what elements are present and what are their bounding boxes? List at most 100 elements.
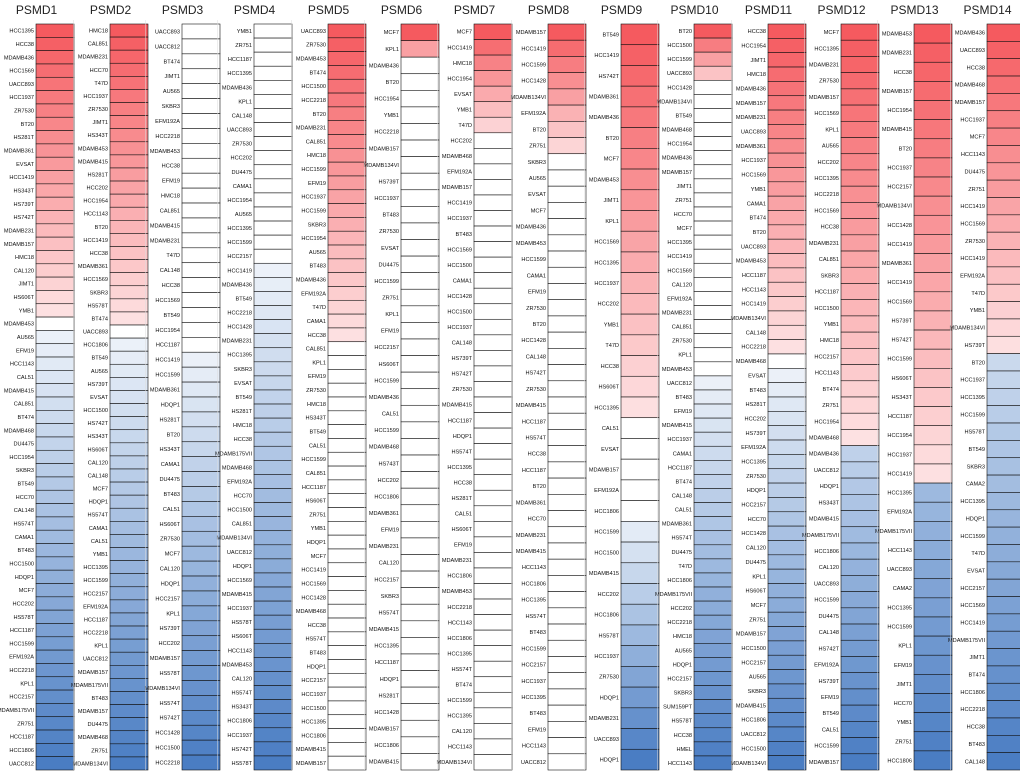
cell-line-label: BT20 xyxy=(679,29,692,35)
cell-line-label: MDAMB436 xyxy=(736,87,766,93)
heatmap-cell xyxy=(986,318,1020,337)
cell-line-label: HCC1428 xyxy=(227,325,252,331)
cell-line-label: MDAMB157 xyxy=(78,670,108,676)
cell-line-label: HCC1187 xyxy=(302,485,326,491)
cell-line-label: HCC1419 xyxy=(447,201,472,207)
heatmap-column: PSMD12 MCF7 HCC1395 MDAMB231 ZR7530 MDAMB157 H… xyxy=(802,3,880,771)
cell-line-label: SKBR3 xyxy=(528,160,546,166)
cell-line-label: HS281T xyxy=(451,496,472,502)
heatmap-cell xyxy=(400,338,440,356)
heatmap-cell xyxy=(767,597,807,613)
cell-line-label: HCC202 xyxy=(13,601,34,607)
heatmap-cell xyxy=(400,23,440,41)
heatmap-cell xyxy=(473,256,513,273)
cell-line-label: EFM192A xyxy=(9,655,34,661)
heatmap-cell xyxy=(913,406,953,426)
cell-line-label: HCC1419 xyxy=(960,204,985,210)
cell-line-label: HCC1937 xyxy=(9,95,34,101)
heatmap-cell xyxy=(986,717,1020,736)
cell-line-label: HCC2218 xyxy=(960,707,985,713)
cell-line-label: HCC1419 xyxy=(447,45,472,51)
cell-line-label: ZR751 xyxy=(91,748,108,754)
cell-line-label: HMEL xyxy=(676,747,692,753)
cell-line-label: HCC2157 xyxy=(814,354,839,360)
cell-line-label: HCC38 xyxy=(748,29,766,35)
heatmap-cell xyxy=(913,61,953,82)
cell-line-label: HCC1395 xyxy=(447,651,472,657)
cell-line-label: HCC1428 xyxy=(521,338,546,344)
cell-line-label: HS578T xyxy=(671,719,692,725)
heatmap-cell xyxy=(840,412,880,430)
cell-line-label: HCC1569 xyxy=(887,299,912,305)
cell-line-label: HCC2218 xyxy=(301,98,326,104)
heatmap-cell xyxy=(109,586,149,601)
heatmap-cell xyxy=(693,262,733,278)
cell-line-label: HCC1599 xyxy=(301,457,326,463)
heatmap-cell xyxy=(181,381,221,398)
heatmap-cell xyxy=(913,387,953,407)
heatmap-cell xyxy=(35,236,75,251)
cell-line-label: EVSAT xyxy=(967,568,986,574)
cell-line-label: YMB1 xyxy=(751,187,766,193)
cell-line-label: BT483 xyxy=(92,696,108,702)
cell-line-label: CAL51 xyxy=(822,727,839,733)
cell-line-label: HCC1569 xyxy=(960,603,985,609)
heatmap-cell xyxy=(327,313,367,329)
heatmap-cell xyxy=(253,192,293,208)
heatmap-cell xyxy=(253,460,293,475)
cell-line-label: EFM19 xyxy=(821,695,839,701)
cell-line-label: MDAMB415 xyxy=(442,403,472,409)
heatmap-cell xyxy=(473,381,513,398)
column-title: PSMD4 xyxy=(234,3,276,17)
heatmap-cell xyxy=(181,680,221,696)
cell-line-label: HCC1187 xyxy=(84,617,108,623)
heatmap-cell xyxy=(767,425,807,441)
heatmap-cell xyxy=(109,416,149,431)
heatmap-cell xyxy=(620,148,660,170)
heatmap-cell xyxy=(327,755,367,771)
cell-line-label: ZR7530 xyxy=(306,388,326,394)
cell-line-label: CAL851 xyxy=(819,257,839,263)
heatmap-cell xyxy=(986,561,1020,580)
heatmap-cell xyxy=(473,412,513,429)
heatmap-cell xyxy=(473,691,513,709)
cell-line-label: HCC202 xyxy=(598,302,619,308)
heatmap-cell xyxy=(693,164,733,180)
heatmap-cell xyxy=(473,54,513,71)
heatmap-cell xyxy=(109,350,149,365)
heatmap-cell xyxy=(109,717,149,732)
cell-line-label: MCF7 xyxy=(165,552,180,558)
heatmap-cell xyxy=(109,429,149,444)
cell-line-label: HDQP1 xyxy=(747,488,766,494)
heatmap-cell xyxy=(253,23,293,39)
heatmap-cell xyxy=(693,445,733,461)
heatmap-cell xyxy=(109,455,149,470)
heatmap-cell xyxy=(253,389,293,405)
heatmap-cell xyxy=(913,540,953,560)
heatmap-cell xyxy=(400,554,440,572)
heatmap-cell xyxy=(547,656,587,673)
cell-line-label: HDQP1 xyxy=(453,434,472,440)
cell-line-label: HCC1143 xyxy=(448,745,472,751)
heatmap-cell xyxy=(109,507,149,522)
cell-line-label: HCC2218 xyxy=(374,130,399,136)
cell-line-label: MCF7 xyxy=(384,30,399,36)
cell-line-label: JIMT1 xyxy=(896,682,912,688)
heatmap-cell xyxy=(181,545,221,562)
column-title: PSMD12 xyxy=(817,3,865,17)
cell-line-label: CAL148 xyxy=(672,493,692,499)
cell-line-label: HDQP1 xyxy=(820,484,839,490)
cell-line-label: HCC1599 xyxy=(301,208,326,214)
heatmap-cell xyxy=(767,654,807,670)
cell-line-label: KPL1 xyxy=(94,644,108,650)
heatmap-cell xyxy=(840,445,880,463)
heatmap-cell xyxy=(181,501,221,517)
cell-line-label: EFM192A xyxy=(521,111,546,117)
cell-line-label: HCC202 xyxy=(818,160,839,166)
heatmap-cell xyxy=(767,95,807,111)
heatmap-cell xyxy=(986,353,1020,372)
cell-line-label: BT474 xyxy=(676,479,692,485)
cell-line-label: HCC1395 xyxy=(887,491,912,497)
heatmap-cell xyxy=(109,62,149,77)
heatmap-cell xyxy=(547,364,587,382)
